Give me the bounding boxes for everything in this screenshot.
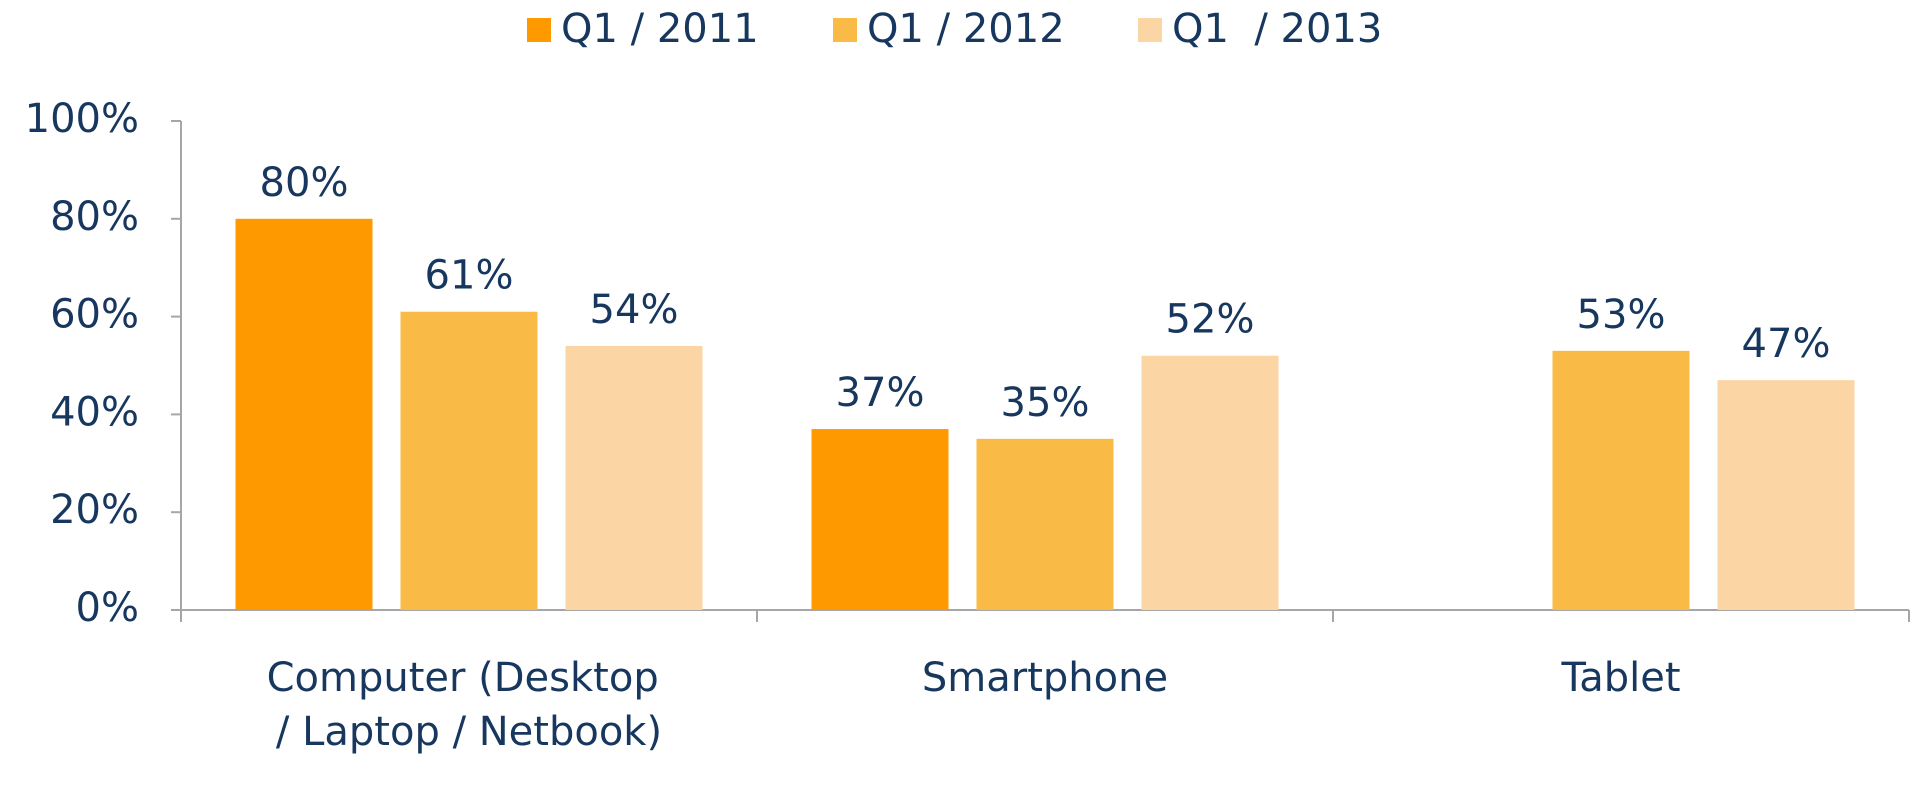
y-tick-label: 80% [50, 194, 139, 240]
legend-label: Q1 / 2011 [561, 6, 759, 52]
data-label: 61% [425, 253, 514, 299]
y-tick-label: 100% [25, 96, 139, 142]
legend-swatch [527, 18, 551, 42]
x-tick-label: Computer (Desktop / Laptop / Netbook) [267, 655, 672, 755]
data-label: 37% [836, 370, 925, 416]
data-label: 47% [1742, 321, 1831, 367]
legend-label: Q1 / 2012 [867, 6, 1065, 52]
bar [1552, 350, 1690, 610]
bar [811, 429, 949, 610]
y-tick-label: 20% [50, 487, 139, 533]
data-label: 80% [260, 160, 349, 206]
data-label: 54% [590, 287, 679, 333]
bar [565, 345, 703, 610]
y-tick-label: 40% [50, 389, 139, 435]
data-label: 53% [1577, 292, 1666, 338]
legend-label: Q1 / 2013 [1172, 6, 1382, 52]
x-tick-label: Smartphone [922, 655, 1168, 701]
bar [235, 218, 373, 611]
bar [976, 438, 1114, 610]
x-tick-label: Tablet [1560, 655, 1680, 701]
legend-swatch [1138, 18, 1162, 42]
data-label: 52% [1166, 297, 1255, 343]
bar [1717, 380, 1855, 610]
data-label: 35% [1001, 380, 1090, 426]
bar [1141, 355, 1279, 610]
y-tick-label: 0% [76, 585, 139, 631]
y-tick-label: 60% [50, 292, 139, 338]
bar [400, 311, 538, 610]
legend-swatch [833, 18, 857, 42]
